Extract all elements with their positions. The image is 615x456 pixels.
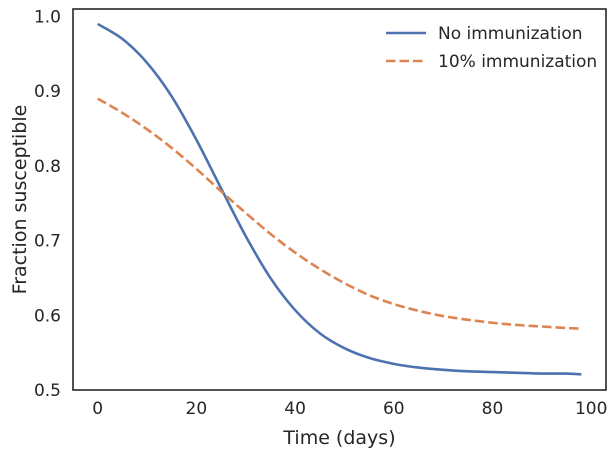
- x-tick-label: 60: [383, 399, 405, 419]
- plot-frame: [72, 8, 607, 391]
- x-axis-ticks: 0 20 40 60 80 100: [92, 399, 607, 419]
- y-tick-label: 0.8: [34, 157, 61, 177]
- y-axis-ticks: 0.5 0.6 0.7 0.8 0.9 1.0: [34, 7, 61, 401]
- series-line-ten-percent-immunization: [97, 97, 582, 331]
- x-axis-label: Time (days): [282, 427, 395, 449]
- legend: No immunization 10% immunization: [386, 24, 597, 72]
- x-tick-label: 80: [482, 399, 504, 419]
- y-tick-label: 0.9: [34, 82, 61, 102]
- legend-label: 10% immunization: [438, 52, 597, 72]
- x-tick-label: 0: [92, 399, 103, 419]
- series-line-no-immunization: [97, 22, 582, 376]
- series-layer: [97, 22, 582, 376]
- y-tick-label: 0.5: [34, 381, 61, 401]
- y-tick-label: 1.0: [34, 7, 61, 27]
- x-tick-label: 20: [186, 399, 208, 419]
- y-tick-label: 0.7: [34, 232, 61, 252]
- x-tick-label: 100: [575, 399, 607, 419]
- y-tick-label: 0.6: [34, 306, 61, 326]
- legend-label: No immunization: [438, 24, 583, 44]
- x-tick-label: 40: [284, 399, 306, 419]
- y-axis-label: Fraction susceptible: [9, 105, 31, 295]
